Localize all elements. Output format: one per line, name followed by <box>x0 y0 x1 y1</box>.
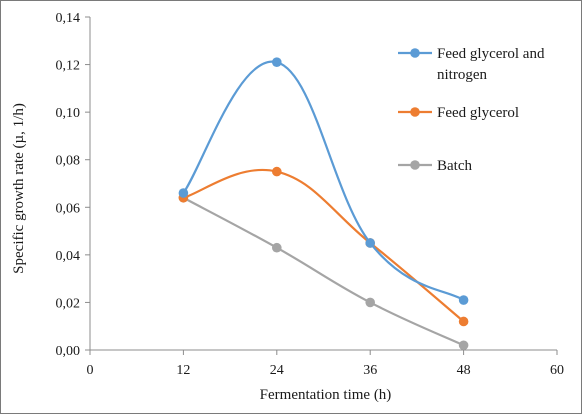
x-tick-label: 48 <box>457 363 471 378</box>
data-point-feed-glycerol-and-nitrogen <box>365 238 376 248</box>
legend: Feed glycerol and nitrogen Feed glycerol Ba… <box>398 46 545 174</box>
legend-label-feed-glycerol-and-nitrogen: Feed glycerol and <box>437 46 545 62</box>
y-tick-label: 0,08 <box>56 154 81 169</box>
y-tick-label: 0,06 <box>56 201 81 216</box>
y-tick-label: 0,00 <box>56 344 81 359</box>
legend-label-feed-glycerol-and-nitrogen: nitrogen <box>437 67 487 83</box>
legend-label-feed-glycerol: Feed glycerol <box>437 105 519 121</box>
data-point-feed-glycerol-and-nitrogen <box>272 57 282 67</box>
x-tick-label: 60 <box>550 363 564 378</box>
legend-marker-feed-glycerol-and-nitrogen <box>410 48 420 58</box>
data-point-feed-glycerol-and-nitrogen <box>458 295 469 305</box>
y-tick-label: 0,12 <box>56 59 81 74</box>
legend-marker-batch <box>410 160 420 170</box>
data-point-batch <box>272 242 282 253</box>
legend-marker-feed-glycerol <box>410 107 420 117</box>
y-axis-title: Specific growth rate (µ, 1/h) <box>11 103 27 274</box>
legend-label-batch: Batch <box>437 158 472 174</box>
y-tick-label: 0,10 <box>56 106 81 121</box>
x-axis-title: Fermentation time (h) <box>260 387 392 403</box>
series-line-feed-glycerol-and-nitrogen <box>182 60 465 301</box>
data-point-feed-glycerol-and-nitrogen <box>178 188 189 198</box>
data-point-batch <box>458 340 469 351</box>
series-line-feed-glycerol <box>183 168 465 323</box>
y-tick-label: 0,02 <box>56 296 81 311</box>
y-tick-label: 0,14 <box>56 11 81 26</box>
series-layer <box>178 57 469 351</box>
x-tick-label: 24 <box>270 363 284 378</box>
data-point-feed-glycerol <box>458 316 469 327</box>
y-tick-label: 0,04 <box>56 249 81 264</box>
series-line-batch <box>182 196 465 347</box>
x-tick-label: 36 <box>363 363 377 378</box>
x-tick-label: 0 <box>87 363 94 378</box>
data-point-batch <box>365 297 376 308</box>
x-tick-label: 12 <box>176 363 190 378</box>
data-point-feed-glycerol <box>272 166 282 177</box>
axes: 0,00 0,02 0,04 0,06 0,08 0,10 0,12 0,14 0 12 24 36 4… <box>56 11 565 378</box>
